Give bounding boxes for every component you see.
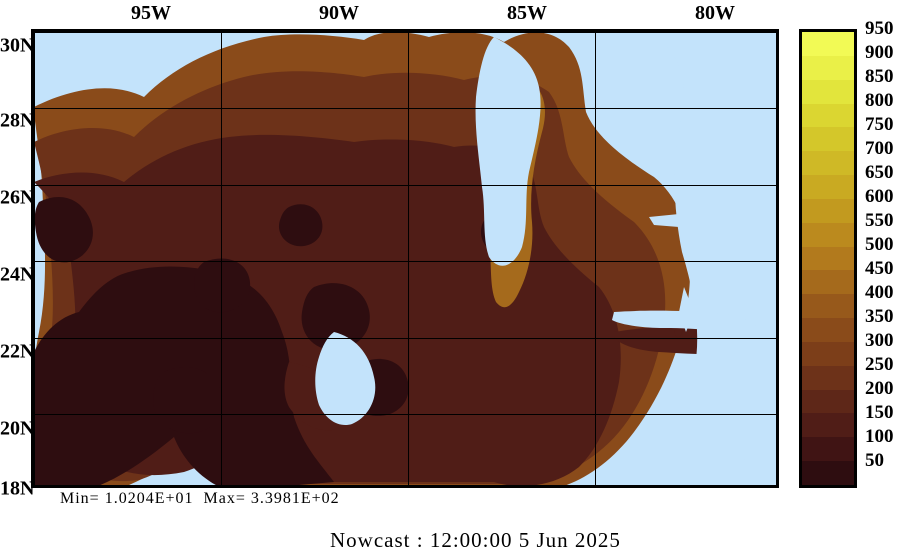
colorbar-label-750: 750	[865, 114, 894, 136]
cb-band-850	[802, 80, 854, 104]
left-axis-label-30n: 30N	[0, 35, 34, 58]
left-axis-label-24n: 24N	[0, 264, 34, 287]
cb-band-550	[802, 223, 854, 247]
left-axis-label-26n: 26N	[0, 187, 34, 210]
left-axis-label-22n: 22N	[0, 341, 34, 364]
colorbar-label-200: 200	[865, 378, 894, 400]
min-max-label: Min= 1.0204E+01 Max= 3.3981E+02	[60, 490, 340, 508]
cb-band-500	[802, 247, 854, 271]
top-axis-label-95w: 95W	[131, 2, 171, 25]
cb-band-150	[802, 413, 854, 437]
colorbar-label-800: 800	[865, 90, 894, 112]
cb-band-700	[802, 151, 854, 175]
top-axis-label-90w: 90W	[319, 2, 359, 25]
colorbar-legend[interactable]	[799, 29, 857, 488]
cb-band-250	[802, 366, 854, 390]
colorbar-label-700: 700	[865, 138, 894, 160]
nowcast-map-window: 95W 90W 85W 80W 30N 28N 26N 24N 22N 20N …	[0, 0, 915, 551]
left-axis-label-18n: 18N	[0, 478, 34, 501]
cb-band-200	[802, 390, 854, 414]
colorbar-label-300: 300	[865, 330, 894, 352]
cb-band-100	[802, 437, 854, 461]
colorbar-label-150: 150	[865, 402, 894, 424]
colorbar-label-250: 250	[865, 354, 894, 376]
colorbar-label-650: 650	[865, 162, 894, 184]
cb-band-650	[802, 175, 854, 199]
colorbar-label-400: 400	[865, 282, 894, 304]
cb-band-400	[802, 294, 854, 318]
colorbar-label-50: 50	[865, 450, 884, 472]
colorbar-label-100: 100	[865, 426, 894, 448]
colorbar-label-500: 500	[865, 234, 894, 256]
colorbar-label-450: 450	[865, 258, 894, 280]
cb-band-350	[802, 318, 854, 342]
colorbar-label-550: 550	[865, 210, 894, 232]
cb-band-750	[802, 127, 854, 151]
cb-band-800	[802, 104, 854, 128]
top-axis-label-80w: 80W	[695, 2, 735, 25]
colorbar-label-350: 350	[865, 306, 894, 328]
cb-band-450	[802, 270, 854, 294]
cb-band-950	[802, 32, 854, 56]
cb-band-50	[802, 461, 854, 485]
nowcast-timestamp-label: Nowcast : 12:00:00 5 Jun 2025	[330, 528, 621, 553]
colorbar-label-900: 900	[865, 42, 894, 64]
colorbar-label-950: 950	[865, 18, 894, 40]
cb-band-900	[802, 56, 854, 80]
colorbar-gradient	[799, 29, 857, 488]
top-axis-label-85w: 85W	[507, 2, 547, 25]
left-axis-label-28n: 28N	[0, 110, 34, 133]
colorbar-label-600: 600	[865, 186, 894, 208]
left-axis-label-20n: 20N	[0, 418, 34, 441]
contour-map[interactable]	[31, 29, 779, 488]
colorbar-label-850: 850	[865, 66, 894, 88]
cb-band-300	[802, 342, 854, 366]
cb-band-600	[802, 199, 854, 223]
